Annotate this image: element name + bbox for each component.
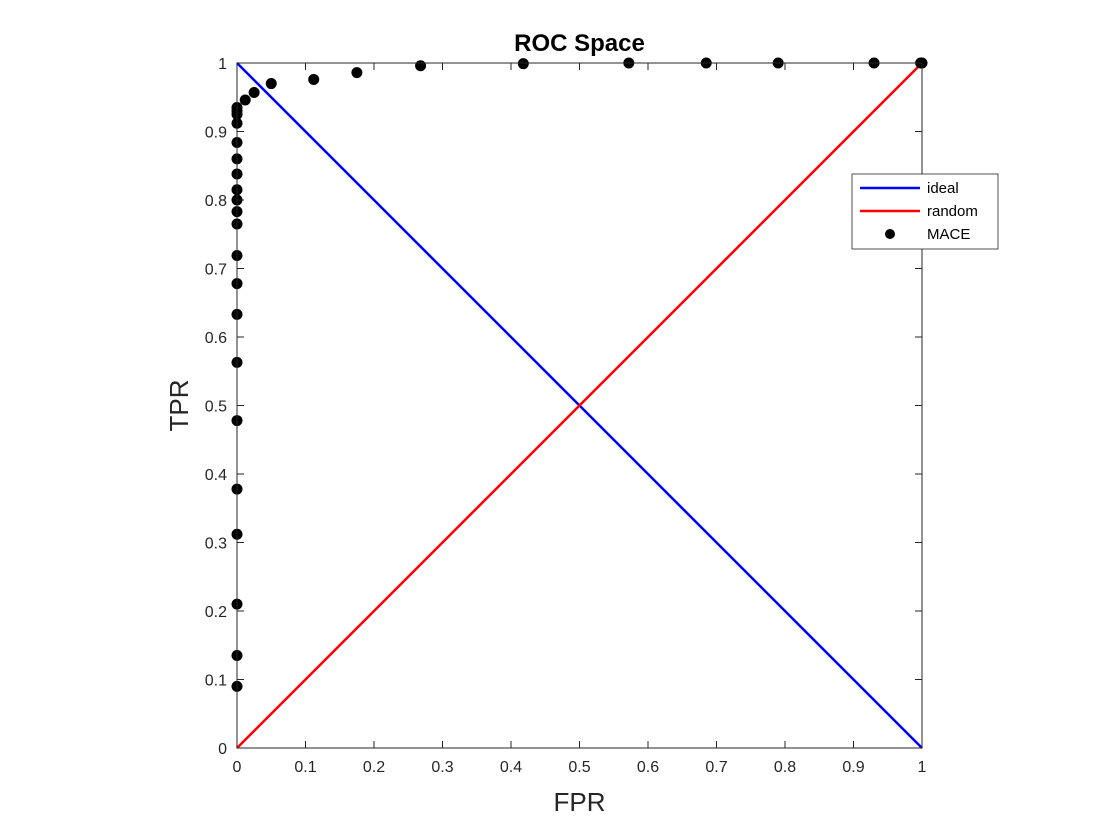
data-point-mace: [415, 60, 427, 72]
y-tick-label: 0.6: [205, 330, 227, 347]
x-tick-label: 0.2: [363, 759, 385, 776]
y-axis-title: TPR: [164, 380, 194, 432]
data-point-mace: [265, 78, 277, 90]
x-tick-label: 0.6: [637, 759, 659, 776]
data-point-mace: [517, 58, 529, 70]
y-tick-label: 0: [218, 741, 227, 758]
data-point-mace: [248, 86, 260, 98]
legend: ideal random MACE: [851, 173, 999, 250]
y-tick-label: 1: [218, 56, 227, 73]
x-tick-label: 0.1: [294, 759, 316, 776]
legend-label-random: random: [927, 203, 978, 220]
chart-title: ROC Space: [514, 30, 645, 57]
y-tick-label: 0.1: [205, 673, 227, 690]
legend-label-ideal: ideal: [927, 180, 959, 197]
legend-label-mace: MACE: [927, 226, 970, 243]
y-tick-label: 0.7: [205, 262, 227, 279]
y-tick-label: 0.8: [205, 193, 227, 210]
x-tick-label: 1: [918, 759, 927, 776]
x-tick-label: 0.5: [568, 759, 590, 776]
x-tick-label: 0.8: [774, 759, 796, 776]
x-tick-label: 0.3: [431, 759, 453, 776]
x-axis-title: FPR: [554, 787, 606, 817]
y-tick-label: 0.4: [205, 467, 227, 484]
legend-box: [851, 173, 999, 250]
tick-layer: 00 0.1 0.1 0.2 0.2 0.3 0.3 0.4 0.4 0.5 0.5 0.6 0.6 0.…: [205, 56, 927, 776]
data-point-mace: [351, 67, 363, 79]
x-tick-label: 0: [233, 759, 242, 776]
y-tick-label: 0.9: [205, 125, 227, 142]
x-tick-label: 0.7: [705, 759, 727, 776]
data-point-mace: [308, 73, 320, 85]
x-tick-label: 0.4: [500, 759, 522, 776]
legend-swatch-mace: [885, 229, 895, 239]
series-line-random: [236, 62, 923, 749]
y-tick-label: 0.2: [205, 604, 227, 621]
y-tick-label: 0.3: [205, 536, 227, 553]
data-point-mace: [239, 94, 251, 106]
y-tick-label: 0.5: [205, 399, 227, 416]
x-tick-label: 0.9: [842, 759, 864, 776]
